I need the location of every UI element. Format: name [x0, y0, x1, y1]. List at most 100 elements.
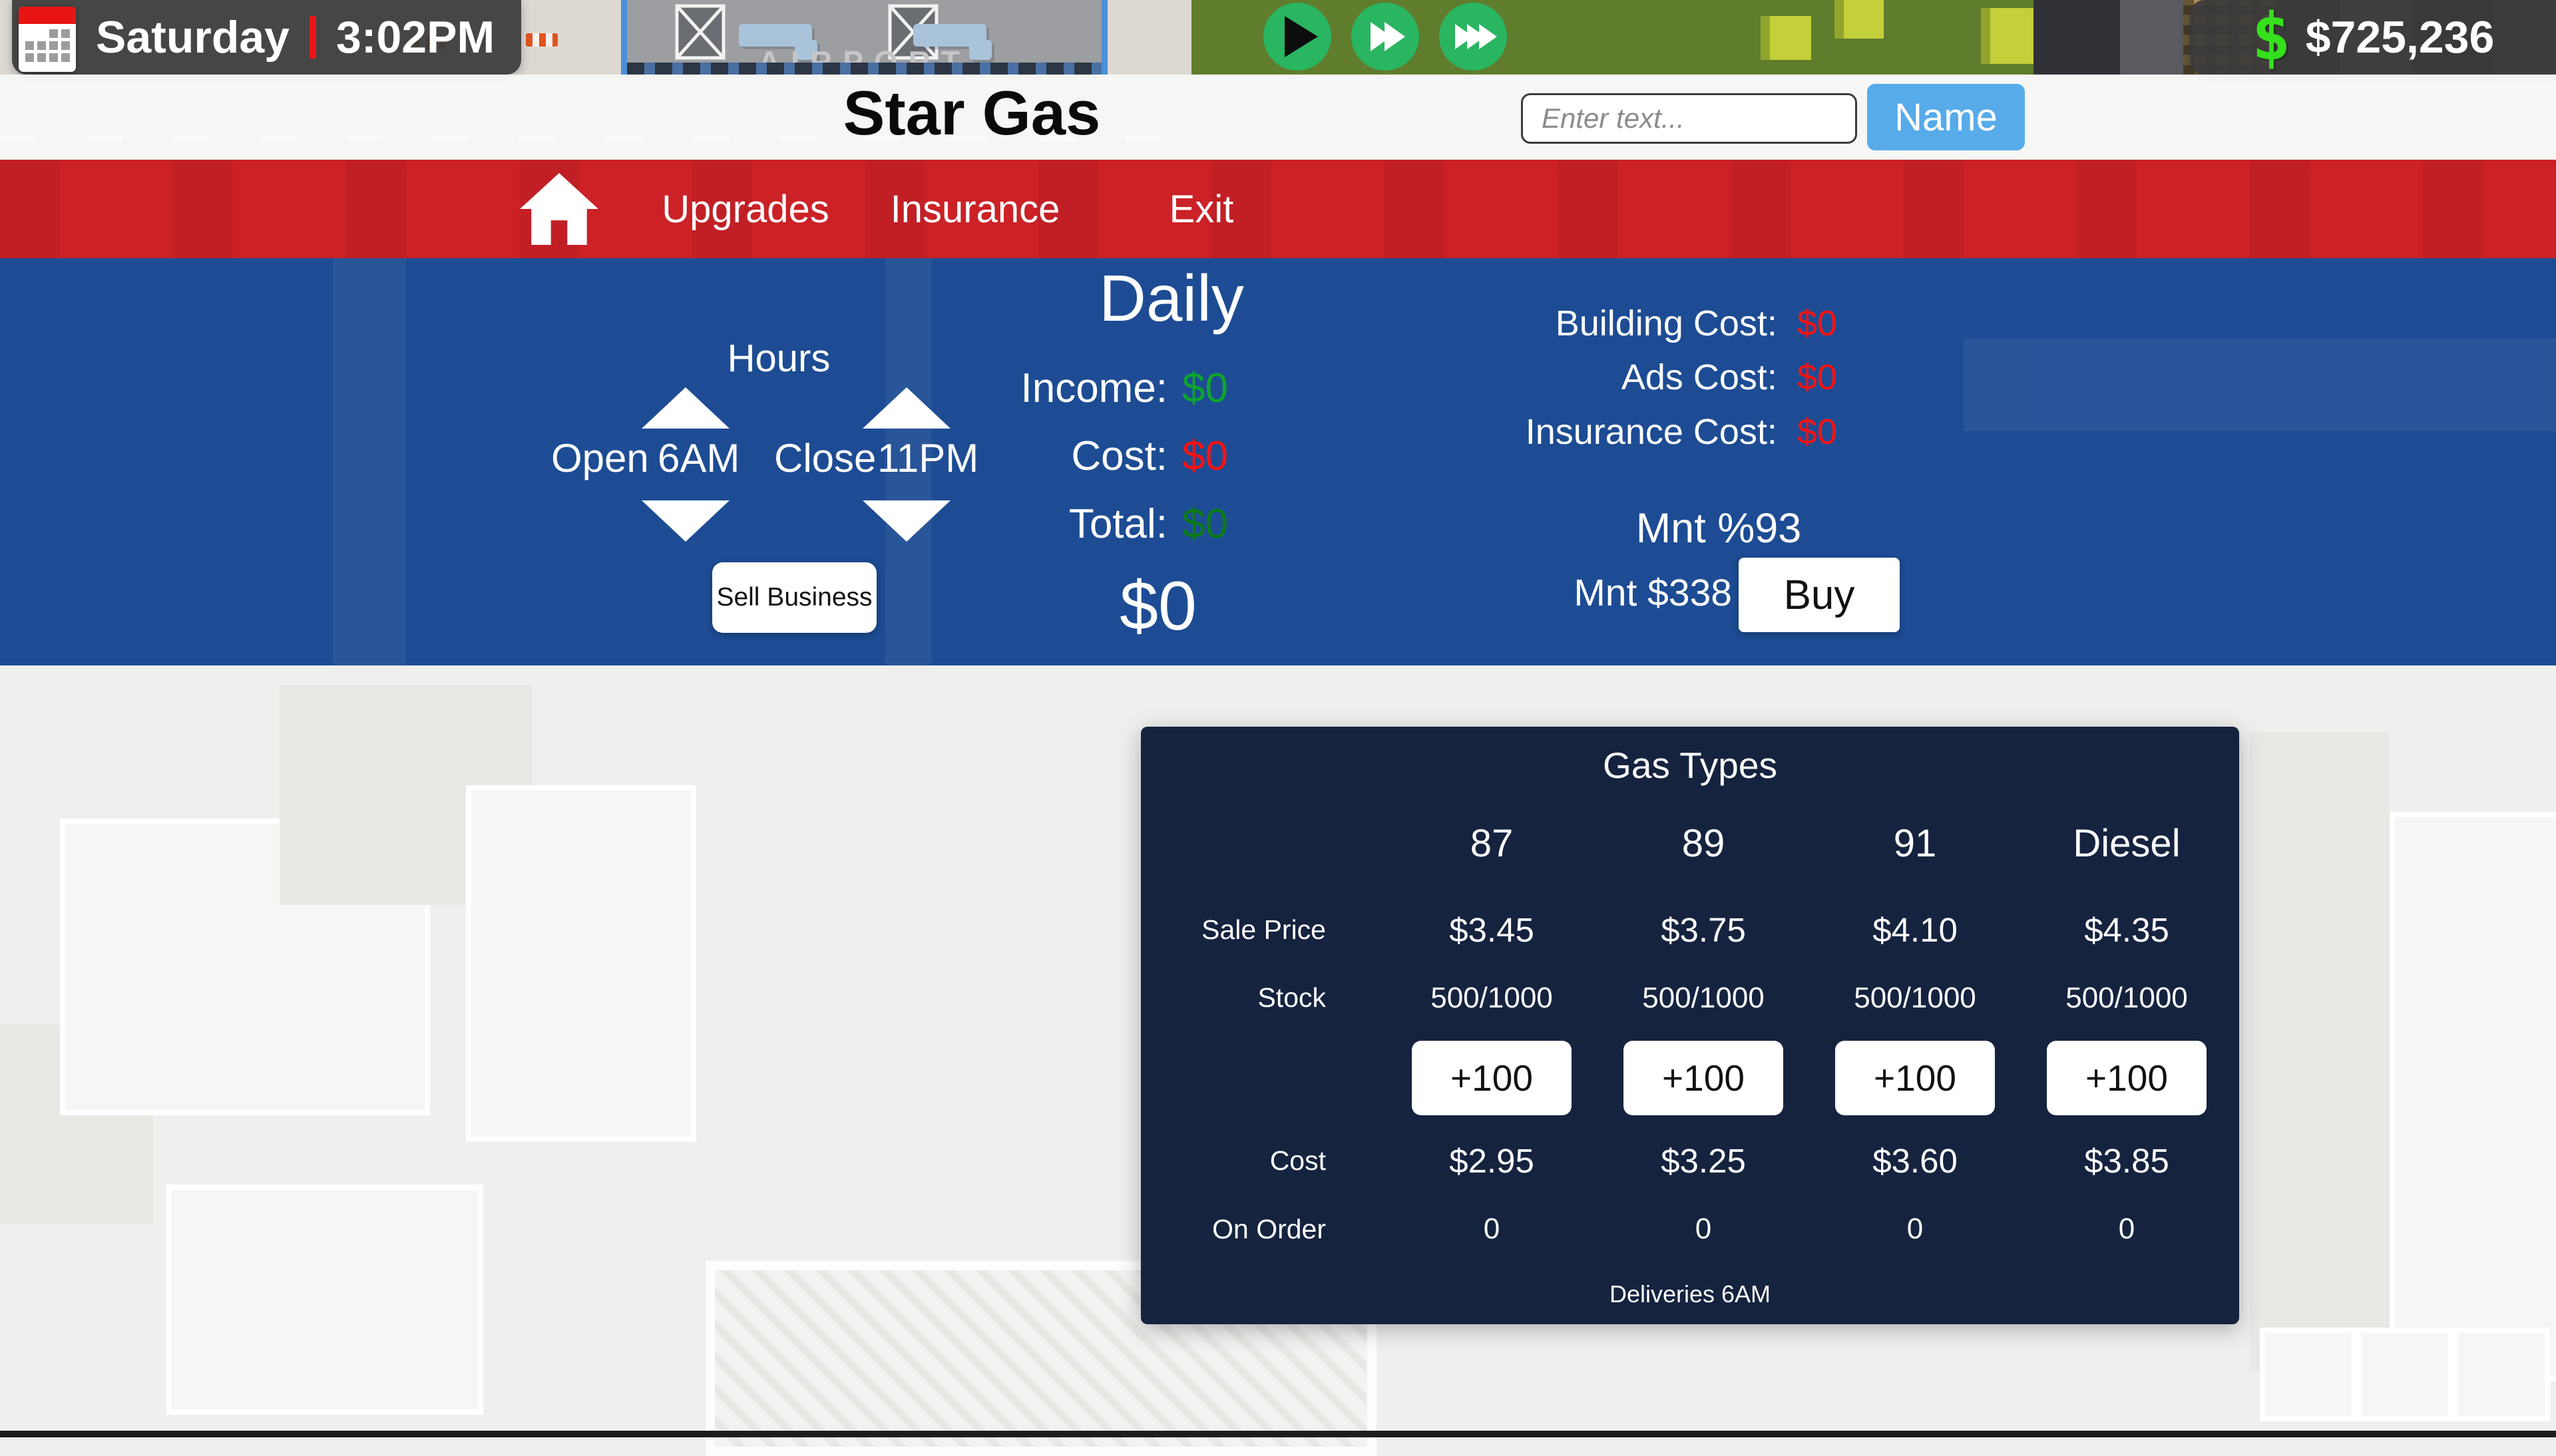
- maintenance-percent: Mnt %93: [1635, 505, 1802, 552]
- bg-skyscraper: [2120, 0, 2183, 75]
- dollar-icon: $: [2251, 0, 2291, 75]
- open-label: Open: [551, 436, 649, 480]
- fastest-icon: [1454, 24, 1497, 49]
- wholesale-cost-89: $3.25: [1661, 1142, 1746, 1180]
- sell-business-button[interactable]: Sell Business: [712, 562, 877, 633]
- rooftop-duct: [969, 40, 992, 60]
- daily-title: Daily: [1099, 262, 1244, 335]
- daily-panel: [0, 258, 2556, 665]
- airport-roof: AIRPORT: [621, 0, 1108, 75]
- building-cost-row: Building Cost: $0: [1238, 303, 1837, 344]
- gas-panel-title: Gas Types: [1603, 745, 1777, 786]
- gas-column-89: 89: [1681, 821, 1725, 865]
- money-amount: $725,236: [2305, 12, 2495, 63]
- building-cost-value: $0: [1797, 303, 1837, 343]
- on-order-89: 0: [1695, 1212, 1712, 1245]
- stock-91: 500/1000: [1854, 981, 1976, 1014]
- speed-controls: [1263, 3, 1507, 71]
- panel-texture: [885, 258, 932, 665]
- bg-building: [2250, 732, 2390, 1371]
- stock-89: 500/1000: [1642, 981, 1765, 1014]
- sale-price-89: $3.75: [1661, 910, 1746, 949]
- ads-cost-value: $0: [1797, 357, 1837, 397]
- gas-column-87: 87: [1470, 821, 1514, 865]
- gas-table: 87 89 91 Diesel Sale Price $3.45 $3.75 $…: [1146, 793, 2233, 1262]
- bg-container: [2356, 1328, 2453, 1421]
- home-button[interactable]: [506, 160, 612, 258]
- total-row: Total: $0: [962, 500, 1228, 548]
- stock-diesel: 500/1000: [2065, 981, 2188, 1014]
- tree-cube: [1834, 0, 1884, 39]
- datetime-display: Saturday 3:02PM: [12, 0, 522, 75]
- gas-column-diesel: Diesel: [2073, 821, 2181, 865]
- wholesale-cost-diesel: $3.85: [2084, 1142, 2169, 1180]
- gas-types-panel: Gas Types 87 89 91 Diesel Sale Price $3.…: [1141, 727, 2239, 1324]
- panel-texture: [1964, 338, 2556, 431]
- stock-87: 500/1000: [1430, 981, 1553, 1014]
- maintenance-buy-button[interactable]: Buy: [1739, 558, 1900, 632]
- hours-title: Hours: [727, 337, 831, 380]
- insurance-cost-label: Insurance Cost:: [1525, 412, 1777, 452]
- play-button[interactable]: [1263, 3, 1331, 71]
- bg-building: [2390, 812, 2556, 1381]
- close-increase-button[interactable]: [863, 387, 951, 429]
- day-label: Saturday: [96, 12, 290, 63]
- money-display: $ $725,236: [2190, 0, 2556, 75]
- on-order-label: On Order: [1212, 1213, 1326, 1244]
- play-icon: [1285, 16, 1318, 57]
- business-name-title: Star Gas: [843, 78, 1101, 148]
- calendar-icon-days: [25, 41, 34, 50]
- grass-strip: [1191, 0, 2033, 75]
- open-decrease-button[interactable]: [642, 500, 730, 542]
- order-100-button-91[interactable]: +100: [1835, 1040, 1995, 1115]
- cost-label: Cost:: [1071, 433, 1168, 479]
- sale-price-87: $3.45: [1449, 910, 1534, 949]
- screen-bottom-edge: [0, 1431, 2556, 1437]
- fast-forward-button[interactable]: [1351, 3, 1419, 71]
- open-value: 6AM: [658, 436, 740, 480]
- close-label: Close: [774, 436, 877, 480]
- sale-price-label: Sale Price: [1201, 914, 1326, 945]
- sale-price-91: $4.10: [1872, 910, 1958, 949]
- header-strip: [0, 75, 2556, 160]
- on-order-diesel: 0: [2118, 1212, 2135, 1245]
- order-100-button-87[interactable]: +100: [1412, 1040, 1572, 1115]
- calendar-icon-header: [19, 7, 76, 24]
- nav-item-exit[interactable]: Exit: [1132, 160, 1271, 258]
- close-decrease-button[interactable]: [863, 500, 951, 542]
- ads-cost-row: Ads Cost: $0: [1238, 357, 1837, 398]
- name-button[interactable]: Name: [1867, 84, 2025, 150]
- on-order-87: 0: [1483, 1212, 1500, 1245]
- road-dashes: [0, 136, 1172, 141]
- stock-label: Stock: [1257, 982, 1326, 1013]
- fastest-button[interactable]: [1439, 3, 1507, 71]
- order-buttons-label-spacer: [1146, 1029, 1386, 1126]
- nav-bar: Upgrades Insurance Exit: [0, 160, 2556, 258]
- bg-building: [166, 1184, 483, 1415]
- home-icon: [520, 173, 598, 245]
- cost-value: $0: [1182, 433, 1228, 479]
- open-increase-button[interactable]: [642, 387, 730, 429]
- rooftop-duct: [795, 40, 817, 60]
- nav-item-insurance[interactable]: Insurance: [879, 160, 1072, 258]
- building-cost-label: Building Cost:: [1555, 303, 1777, 343]
- datetime-separator: [310, 16, 316, 59]
- order-100-button-diesel[interactable]: +100: [2047, 1040, 2207, 1115]
- name-input[interactable]: [1521, 93, 1857, 144]
- order-100-button-89[interactable]: +100: [1623, 1040, 1783, 1115]
- income-row: Income: $0: [962, 365, 1228, 412]
- gas-table-corner: [1146, 793, 1386, 893]
- tree-cube: [1761, 16, 1811, 60]
- bg-skyscraper: [2033, 0, 2120, 75]
- bg-building: [466, 785, 696, 1142]
- tree-cube: [1981, 8, 2038, 64]
- deliveries-note: Deliveries 6AM: [1609, 1280, 1771, 1308]
- grand-total: $0: [1120, 568, 1197, 645]
- airport-window-band: [627, 63, 1102, 75]
- insurance-cost-row: Insurance Cost: $0: [1238, 411, 1837, 453]
- insurance-cost-value: $0: [1797, 412, 1837, 452]
- gas-column-91: 91: [1893, 821, 1937, 865]
- income-label: Income:: [1020, 365, 1168, 411]
- nav-item-upgrades[interactable]: Upgrades: [639, 160, 852, 258]
- wholesale-cost-87: $2.95: [1449, 1142, 1534, 1180]
